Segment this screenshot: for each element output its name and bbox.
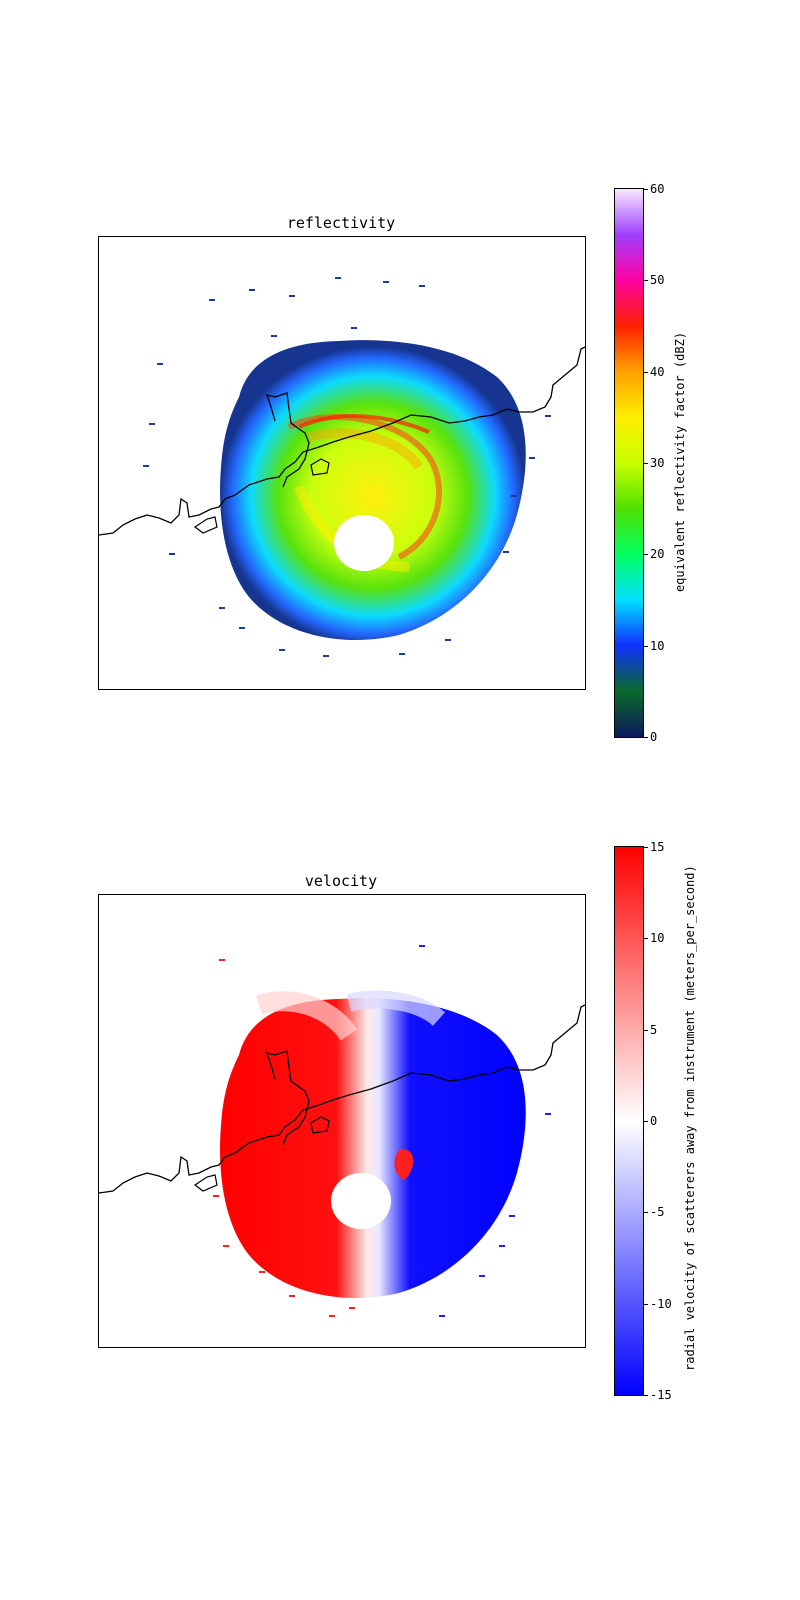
reflectivity-colorbar-tick-mark bbox=[643, 737, 648, 738]
reflectivity-map bbox=[98, 236, 586, 690]
velocity-colorbar-tick-label: 10 bbox=[650, 931, 665, 946]
velocity-colorbar-tick-label: 5 bbox=[650, 1022, 658, 1037]
velocity-colorbar-tick-label: -15 bbox=[650, 1388, 672, 1402]
reflectivity-colorbar-tick-mark bbox=[643, 371, 648, 373]
velocity-colorbar-tick-label: -5 bbox=[650, 1205, 665, 1220]
velocity-colorbar-tick-mark bbox=[643, 847, 648, 848]
reflectivity-colorbar-tick-label: 0 bbox=[650, 730, 658, 744]
storm-eye bbox=[334, 515, 394, 571]
velocity-colorbar bbox=[614, 846, 644, 1396]
velocity-plot bbox=[99, 945, 585, 1317]
velocity-colorbar-tick-mark bbox=[643, 1212, 648, 1214]
reflectivity-colorbar-tick-label: 60 bbox=[650, 182, 665, 196]
velocity-map bbox=[98, 894, 586, 1348]
reflectivity-colorbar-tick-label: 10 bbox=[650, 638, 665, 653]
reflectivity-coastline bbox=[99, 346, 585, 536]
velocity-colorbar-tick-mark bbox=[643, 1121, 648, 1122]
reflectivity-colorbar-tick-mark bbox=[643, 554, 648, 556]
reflectivity-colorbar-tick-mark bbox=[643, 189, 648, 190]
reflectivity-colorbar-tick-mark bbox=[643, 463, 648, 464]
reflectivity-colorbar-tick-mark bbox=[643, 280, 648, 282]
velocity-colorbar-tick-label: 15 bbox=[650, 840, 665, 854]
velocity-title: velocity bbox=[304, 872, 378, 890]
reflectivity-colorbar-tick-mark bbox=[643, 645, 648, 647]
reflectivity-title: reflectivity bbox=[286, 214, 396, 232]
velocity-colorbar-tick-label: -10 bbox=[650, 1296, 672, 1311]
velocity-colorbar-tick-mark bbox=[643, 938, 648, 940]
reflectivity-colorbar-tick-label: 40 bbox=[650, 364, 665, 379]
reflectivity-colorbar bbox=[614, 188, 644, 738]
reflectivity-plot bbox=[99, 277, 585, 657]
reflectivity-colorbar-label: equivalent reflectivity factor (dBZ) bbox=[673, 331, 687, 593]
velocity-colorbar-tick-mark bbox=[643, 1395, 648, 1396]
reflectivity-colorbar-tick-label: 50 bbox=[650, 273, 665, 288]
velocity-colorbar-tick-label: 0 bbox=[650, 1114, 658, 1128]
velocity-colorbar-tick-mark bbox=[643, 1029, 648, 1031]
velocity-coastline bbox=[99, 1004, 585, 1194]
velocity-echo bbox=[213, 945, 551, 1317]
velocity-colorbar-tick-mark bbox=[643, 1303, 648, 1305]
reflectivity-echo bbox=[143, 277, 551, 657]
storm-eye bbox=[331, 1173, 391, 1229]
reflectivity-colorbar-tick-label: 20 bbox=[650, 547, 665, 562]
velocity-colorbar-label: radial velocity of scatterers away from … bbox=[683, 865, 697, 1371]
reflectivity-colorbar-tick-label: 30 bbox=[650, 456, 665, 470]
